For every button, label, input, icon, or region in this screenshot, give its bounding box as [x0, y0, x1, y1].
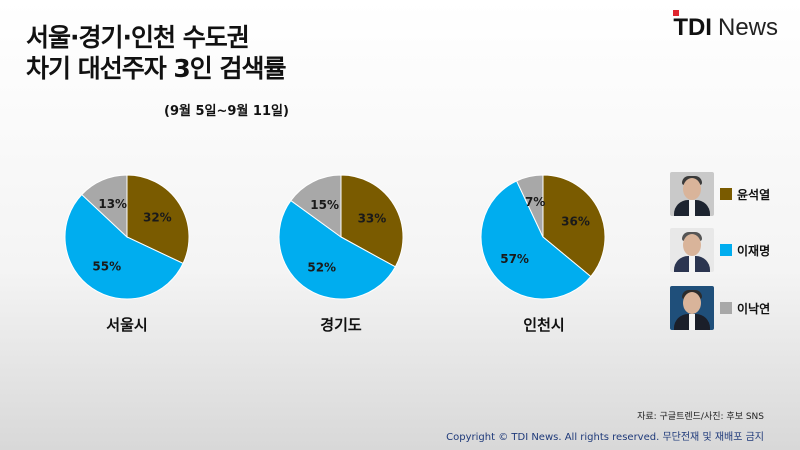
pie-slice-2-2 — [515, 174, 544, 238]
logo-bold-text: TDI — [673, 10, 712, 41]
source-note: 자료: 구글트렌드/사진: 후보 SNS — [637, 412, 764, 422]
pie-slice-2-0 — [542, 174, 606, 278]
legend-label: 이낙연 — [737, 301, 771, 316]
legend-item-lee-ny: 이낙연 — [670, 286, 770, 330]
pie-data-label-1-2: 15% — [310, 198, 339, 212]
legend-swatch — [720, 302, 732, 314]
page-title: 서울·경기·인천 수도권 차기 대선주자 3인 검색률 — [26, 22, 287, 84]
city-label-gyeonggi: 경기도 — [320, 316, 362, 334]
legend-swatch — [720, 244, 732, 256]
pie-slice-0-0 — [126, 174, 190, 265]
candidate-photo-icon — [670, 228, 714, 272]
pie-slice-0-1 — [64, 193, 184, 300]
pie-slice-1-0 — [340, 174, 404, 268]
legend-swatch — [720, 188, 732, 200]
logo-light-text: News — [717, 14, 778, 41]
legend-label: 윤석열 — [737, 187, 771, 202]
pie-data-label-2-2: 7% — [525, 195, 545, 209]
pie-data-label-1-0: 33% — [358, 212, 387, 226]
pie-data-label-2-1: 57% — [500, 252, 529, 266]
pie-data-label-2-0: 36% — [561, 215, 590, 229]
city-label-seoul: 서울시 — [106, 316, 148, 334]
pie-slice-1-1 — [278, 199, 397, 300]
legend-label: 이재명 — [737, 243, 771, 258]
pie-slice-2-1 — [480, 180, 592, 300]
pie-slice-0-2 — [81, 174, 128, 239]
city-label-incheon: 인천시 — [523, 316, 565, 334]
candidate-photo-icon — [670, 286, 714, 330]
copyright-notice: Copyright © TDI News. All rights reserve… — [446, 432, 764, 443]
date-range-subtitle: (9월 5일~9월 11일) — [164, 104, 289, 119]
pie-data-label-1-1: 52% — [307, 260, 336, 274]
pie-slice-1-2 — [290, 174, 342, 238]
pie-data-label-0-0: 32% — [143, 211, 172, 225]
legend-item-yoon: 윤석열 — [670, 172, 770, 216]
tdi-news-logo: TDI News — [673, 10, 778, 42]
legend-item-lee-jm: 이재명 — [670, 228, 770, 272]
pie-data-label-0-2: 13% — [98, 197, 127, 211]
candidate-photo-icon — [670, 172, 714, 216]
pie-data-label-0-1: 55% — [92, 260, 121, 274]
title-line-2: 차기 대선주자 3인 검색률 — [26, 54, 287, 83]
title-line-1: 서울·경기·인천 수도권 — [26, 23, 250, 52]
